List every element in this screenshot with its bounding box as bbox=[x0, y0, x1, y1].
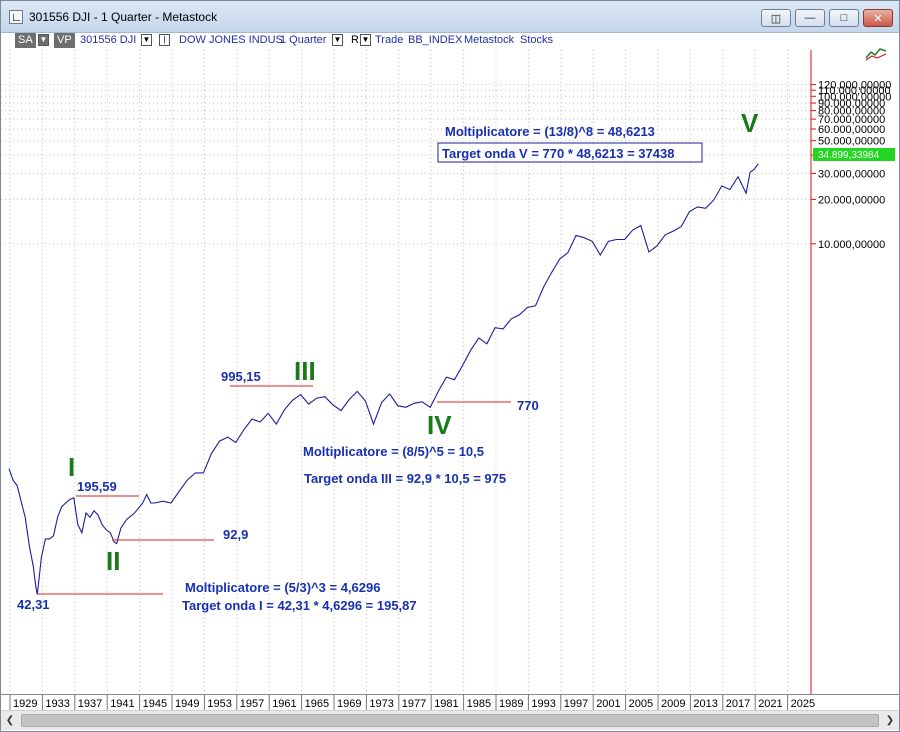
date-axis-label: 1953 bbox=[207, 698, 231, 710]
date-axis-label: 2013 bbox=[693, 698, 717, 710]
symbol-nav-button[interactable]: | bbox=[159, 34, 170, 46]
chart-grid bbox=[1, 50, 811, 694]
price-chart[interactable]: 120.000,00000110.000,00000100.000,000009… bbox=[1, 50, 899, 694]
level-label-92: 92,9 bbox=[223, 527, 248, 542]
price-axis-label: 50.000,00000 bbox=[818, 136, 885, 148]
horizontal-scrollbar[interactable]: ❮ ❯ bbox=[1, 710, 899, 730]
price-axis-label: 70.000,00000 bbox=[818, 114, 885, 126]
date-axis-label: 1973 bbox=[369, 698, 393, 710]
sa-dropdown[interactable]: ▼ bbox=[38, 34, 49, 46]
price-series-line bbox=[8, 163, 759, 595]
chart-toolbar: SA ▼ VP 301556 DJI ▼ | DOW JONES INDUS 1… bbox=[1, 33, 899, 50]
chart-trend-icon[interactable] bbox=[865, 45, 887, 61]
date-axis-label: 1965 bbox=[305, 698, 329, 710]
price-axis-label: 100.000,00000 bbox=[818, 91, 891, 103]
period-label[interactable]: 1 Quarter bbox=[280, 34, 327, 46]
level-label-42: 42,31 bbox=[17, 597, 50, 612]
price-axis-label: 30.000,00000 bbox=[818, 168, 885, 180]
date-axis-label: 2021 bbox=[758, 698, 782, 710]
scroll-left-arrow-icon[interactable]: ❮ bbox=[5, 715, 15, 726]
vp-button[interactable]: VP bbox=[54, 33, 75, 48]
price-axis-label: 110.000,00000 bbox=[818, 85, 891, 97]
last-price-value: 34.899,33984 bbox=[818, 150, 880, 161]
last-price-tag bbox=[813, 148, 895, 161]
date-axis-label: 1969 bbox=[337, 698, 361, 710]
float-window-button[interactable]: ◫ bbox=[761, 9, 791, 27]
date-axis-label: 1985 bbox=[467, 698, 491, 710]
date-axis-label: 1997 bbox=[564, 698, 588, 710]
date-axis-label: 1949 bbox=[175, 698, 199, 710]
chart-app-icon bbox=[9, 10, 23, 24]
price-axis-label: 80.000,00000 bbox=[818, 106, 885, 118]
date-axis-label: 1989 bbox=[499, 698, 523, 710]
price-axis-label: 10.000,00000 bbox=[818, 239, 885, 251]
scroll-right-arrow-icon[interactable]: ❯ bbox=[885, 715, 895, 726]
date-axis-label: 2025 bbox=[791, 698, 815, 710]
date-axis-label: 1993 bbox=[531, 698, 555, 710]
title-bar[interactable]: 301556 DJI - 1 Quarter - Metastock ◫ — □… bbox=[1, 1, 899, 33]
maximize-icon: □ bbox=[840, 12, 848, 24]
date-axis-label: 2005 bbox=[629, 698, 653, 710]
wave-label-iv: IV bbox=[427, 410, 452, 440]
date-axis-label: 1941 bbox=[110, 698, 134, 710]
date-axis-label: 1945 bbox=[143, 698, 167, 710]
date-axis-label: 2001 bbox=[596, 698, 620, 710]
formula-iii-multiplier: Moltiplicatore = (8/5)^5 = 10,5 bbox=[303, 444, 484, 459]
index-label: BB_INDEX bbox=[408, 34, 463, 46]
level-label-995: 995,15 bbox=[221, 369, 261, 384]
price-axis-label: 90.000,00000 bbox=[818, 98, 885, 110]
symbol-label[interactable]: 301556 DJI bbox=[80, 34, 137, 46]
date-axis-label: 1933 bbox=[45, 698, 69, 710]
security-name: DOW JONES INDUS bbox=[179, 34, 283, 46]
wave-label-ii: II bbox=[106, 546, 120, 576]
formula-v-multiplier: Moltiplicatore = (13/8)^8 = 48,6213 bbox=[445, 124, 655, 139]
price-axis-label: 60.000,00000 bbox=[818, 124, 885, 136]
window-title: 301556 DJI - 1 Quarter - Metastock bbox=[29, 10, 218, 24]
maximize-button[interactable]: □ bbox=[829, 9, 859, 27]
price-axis: 120.000,00000110.000,00000100.000,000009… bbox=[811, 80, 891, 251]
close-icon: ✕ bbox=[873, 12, 883, 25]
stocks-label: Stocks bbox=[520, 34, 554, 46]
formula-iii-target: Target onda III = 92,9 * 10,5 = 975 bbox=[304, 471, 506, 486]
wave-label-i: I bbox=[68, 452, 75, 482]
formula-v-target: Target onda V = 770 * 48,6213 = 37438 bbox=[442, 146, 674, 161]
wave-label-iii: III bbox=[294, 356, 316, 386]
date-axis-label: 2009 bbox=[661, 698, 685, 710]
price-axis-label: 20.000,00000 bbox=[818, 194, 885, 206]
date-axis-label: 1937 bbox=[78, 698, 102, 710]
minimize-button[interactable]: — bbox=[795, 9, 825, 27]
formula-i-multiplier: Moltiplicatore = (5/3)^3 = 4,6296 bbox=[185, 580, 380, 595]
r-button[interactable]: R bbox=[351, 34, 359, 46]
float-icon: ◫ bbox=[770, 12, 782, 25]
minimize-icon: — bbox=[804, 12, 816, 24]
sa-button[interactable]: SA bbox=[15, 33, 36, 48]
date-axis-label: 1977 bbox=[402, 698, 426, 710]
date-axis-label: 1961 bbox=[272, 698, 296, 710]
formula-i-target: Target onda I = 42,31 * 4,6296 = 195,87 bbox=[182, 598, 417, 613]
scrollbar-thumb[interactable] bbox=[21, 714, 879, 727]
wave-label-v: V bbox=[741, 108, 759, 138]
date-axis-label: 1981 bbox=[434, 698, 458, 710]
formula-v-target-box bbox=[437, 142, 703, 163]
date-axis: 1929 1933 1937 1941 1945 1949 1953 1957 1961 1965… bbox=[1, 694, 899, 710]
date-axis-label: 1929 bbox=[13, 698, 37, 710]
price-axis-label: 120.000,00000 bbox=[818, 80, 891, 92]
r-dropdown[interactable]: ▼ bbox=[360, 34, 371, 46]
close-button[interactable]: ✕ bbox=[863, 9, 893, 27]
trade-label: Trade bbox=[375, 34, 404, 46]
level-label-770: 770 bbox=[517, 398, 539, 413]
date-axis-label: 1957 bbox=[240, 698, 264, 710]
symbol-dropdown[interactable]: ▼ bbox=[141, 34, 152, 46]
period-dropdown[interactable]: ▼ bbox=[332, 34, 343, 46]
source-label: Metastock bbox=[464, 34, 515, 46]
date-axis-label: 2017 bbox=[726, 698, 750, 710]
level-label-195: 195,59 bbox=[77, 479, 117, 494]
